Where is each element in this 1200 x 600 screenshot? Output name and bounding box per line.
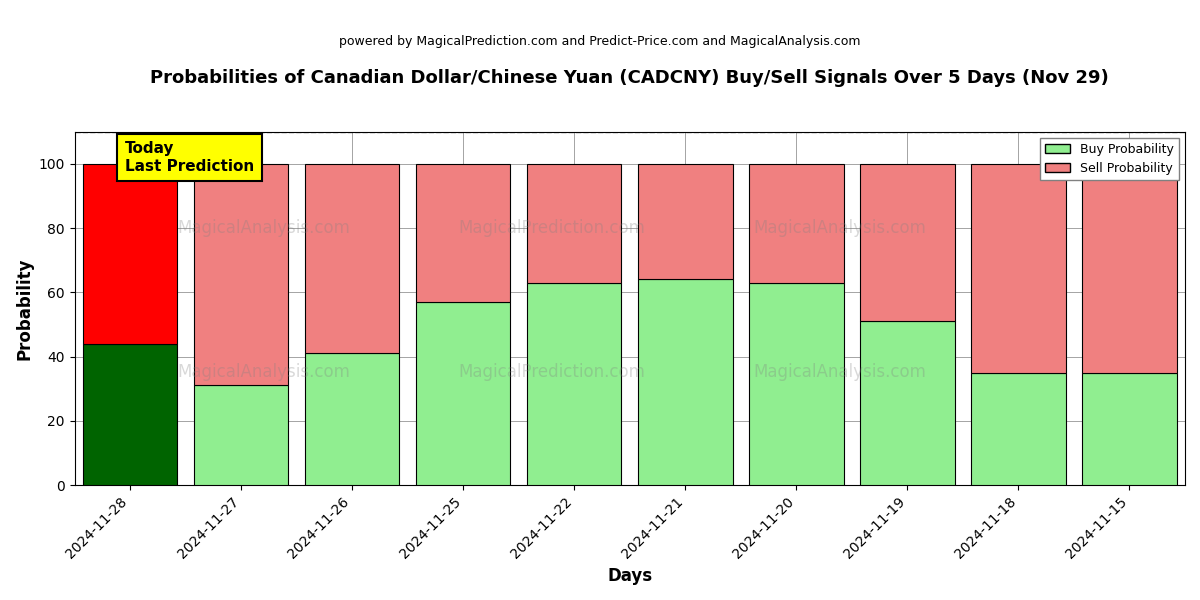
- Bar: [416, 302, 510, 485]
- Bar: [305, 164, 400, 353]
- Bar: [971, 164, 1066, 373]
- Title: Probabilities of Canadian Dollar/Chinese Yuan (CADCNY) Buy/Sell Signals Over 5 D: Probabilities of Canadian Dollar/Chinese…: [150, 69, 1109, 87]
- Bar: [749, 283, 844, 485]
- Bar: [749, 164, 844, 283]
- Text: MagicalAnalysis.com: MagicalAnalysis.com: [178, 363, 350, 381]
- Y-axis label: Probability: Probability: [16, 257, 34, 359]
- Text: MagicalPrediction.com: MagicalPrediction.com: [458, 219, 646, 237]
- Bar: [83, 344, 178, 485]
- Bar: [638, 280, 732, 485]
- Bar: [971, 373, 1066, 485]
- X-axis label: Days: Days: [607, 567, 653, 585]
- Bar: [860, 321, 955, 485]
- Text: Today
Last Prediction: Today Last Prediction: [125, 141, 254, 173]
- Bar: [527, 164, 622, 283]
- Text: powered by MagicalPrediction.com and Predict-Price.com and MagicalAnalysis.com: powered by MagicalPrediction.com and Pre…: [340, 35, 860, 48]
- Text: MagicalAnalysis.com: MagicalAnalysis.com: [754, 219, 926, 237]
- Text: MagicalAnalysis.com: MagicalAnalysis.com: [754, 363, 926, 381]
- Bar: [1082, 164, 1177, 373]
- Text: MagicalAnalysis.com: MagicalAnalysis.com: [178, 219, 350, 237]
- Bar: [416, 164, 510, 302]
- Bar: [83, 164, 178, 344]
- Bar: [1082, 373, 1177, 485]
- Text: MagicalPrediction.com: MagicalPrediction.com: [458, 363, 646, 381]
- Bar: [860, 164, 955, 321]
- Bar: [638, 164, 732, 280]
- Bar: [305, 353, 400, 485]
- Bar: [527, 283, 622, 485]
- Legend: Buy Probability, Sell Probability: Buy Probability, Sell Probability: [1040, 138, 1178, 180]
- Bar: [194, 164, 288, 385]
- Bar: [194, 385, 288, 485]
